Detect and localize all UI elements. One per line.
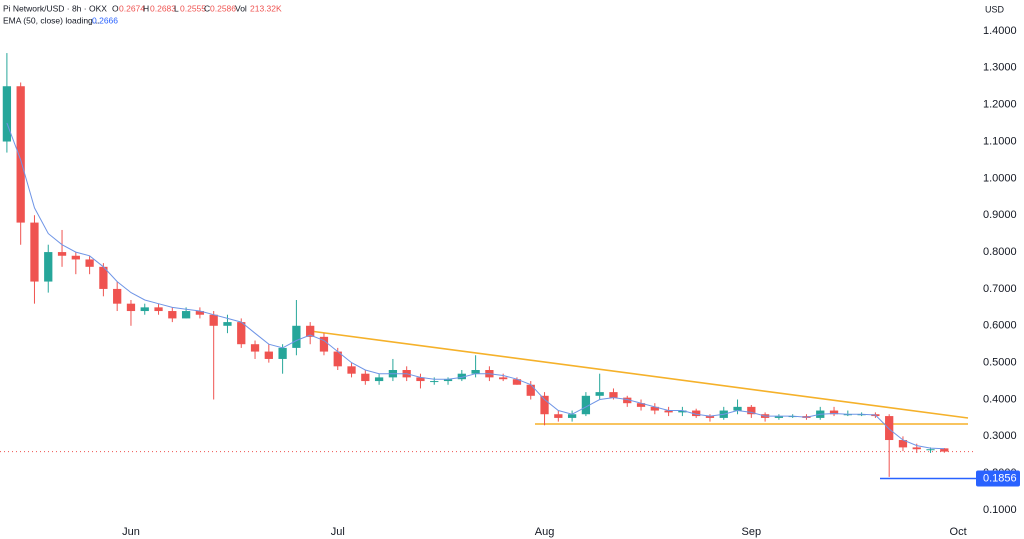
candle-body — [154, 307, 163, 312]
y-tick-label: 0.8000 — [983, 246, 1017, 258]
candle-body — [168, 311, 177, 319]
candle-body — [595, 392, 604, 396]
candle-body — [567, 414, 577, 418]
chart-title: Pi Network/USD · 8h · OKX — [3, 3, 107, 13]
ema-line — [6, 122, 945, 450]
ema-value: 0.2666 — [92, 15, 118, 25]
candle-body — [113, 288, 122, 304]
candle-body — [705, 416, 715, 418]
y-tick-label: 0.9000 — [983, 209, 1017, 221]
candle-body — [57, 252, 67, 256]
candle-body — [30, 222, 39, 282]
candle-body — [2, 86, 12, 142]
low-value: 0.2555 — [180, 3, 206, 13]
currency-label: USD — [985, 4, 1005, 14]
y-tick-label: 1.0000 — [983, 172, 1017, 184]
open-label: O — [112, 3, 119, 13]
candle-body — [333, 351, 342, 367]
candle-body — [664, 410, 673, 413]
y-tick-label: 1.3000 — [983, 62, 1017, 74]
candle-body — [774, 416, 784, 418]
candle-body — [499, 377, 508, 380]
candle-body — [237, 322, 246, 345]
candle-body — [898, 440, 908, 448]
candle-body — [526, 384, 535, 396]
candle-body — [540, 395, 549, 415]
candle-body — [16, 86, 25, 223]
candle-body — [940, 448, 949, 452]
close-label: C — [204, 3, 210, 13]
candle-body — [843, 414, 852, 416]
candle-body — [319, 336, 329, 352]
ema-legend: EMA (50, close) loading... — [3, 15, 100, 25]
high-label: H — [143, 3, 149, 13]
candle-body — [85, 259, 94, 267]
volume-value: 213.32K — [250, 3, 282, 13]
y-tick-label: 0.7000 — [983, 283, 1017, 295]
candle-body — [278, 347, 287, 359]
close-value: 0.2586 — [210, 3, 236, 13]
y-tick-label: 1.1000 — [983, 135, 1017, 147]
candle-body — [747, 406, 756, 415]
candle-body — [99, 266, 108, 289]
candle-body — [443, 379, 453, 382]
candle-body — [264, 351, 273, 359]
x-tick-label: Sep — [742, 526, 762, 538]
candle-body — [678, 410, 687, 413]
volume-label: Vol — [235, 3, 247, 13]
y-tick-label: 0.5000 — [983, 357, 1017, 369]
candle-body — [885, 416, 894, 441]
y-tick-label: 1.4000 — [983, 25, 1017, 37]
candle-body — [457, 373, 466, 380]
candle-body — [857, 414, 866, 416]
candle-body — [292, 325, 301, 348]
candle-body — [692, 410, 701, 417]
candle-body — [195, 311, 205, 315]
candle-body — [416, 377, 425, 382]
x-tick-label: Jul — [331, 526, 345, 538]
candle-body — [250, 344, 260, 352]
price-marker-tag — [976, 470, 1020, 487]
candle-body — [581, 395, 591, 415]
candle-body — [650, 406, 659, 411]
low-label: L — [174, 3, 179, 13]
candle-body — [181, 311, 191, 319]
trend-line — [309, 330, 969, 419]
candle-body — [912, 447, 921, 450]
candle-body — [471, 370, 480, 374]
candle-body — [733, 406, 742, 411]
candle-body — [512, 379, 522, 385]
x-tick-label: Oct — [950, 526, 967, 538]
candle-body — [209, 314, 218, 326]
candle-body — [306, 325, 315, 337]
candle-body — [609, 392, 618, 398]
candle-body — [140, 307, 149, 312]
candle-body — [926, 449, 935, 451]
y-tick-label: 1.2000 — [983, 99, 1017, 111]
candle-body — [430, 381, 439, 383]
y-tick-label: 0.3000 — [983, 430, 1017, 442]
candle-body — [554, 414, 563, 418]
y-tick-label: 0.1000 — [983, 504, 1017, 516]
candle-body — [374, 377, 384, 382]
candle-body — [347, 366, 356, 374]
candle-body — [636, 403, 646, 407]
high-value: 0.2683 — [150, 3, 176, 13]
candle-body — [71, 255, 80, 260]
price-marker-label: 0.1856 — [983, 472, 1017, 484]
x-tick-label: Aug — [535, 526, 555, 538]
candle-body — [829, 410, 839, 415]
candle-body — [126, 303, 136, 312]
candle-body — [44, 252, 53, 282]
y-tick-label: 0.6000 — [983, 320, 1017, 332]
y-tick-label: 0.4000 — [983, 393, 1017, 405]
candle-body — [623, 397, 632, 404]
open-value: 0.2674 — [119, 3, 145, 13]
candle-body — [361, 373, 370, 382]
x-tick-label: Jun — [122, 526, 140, 538]
candle-body — [223, 322, 232, 326]
